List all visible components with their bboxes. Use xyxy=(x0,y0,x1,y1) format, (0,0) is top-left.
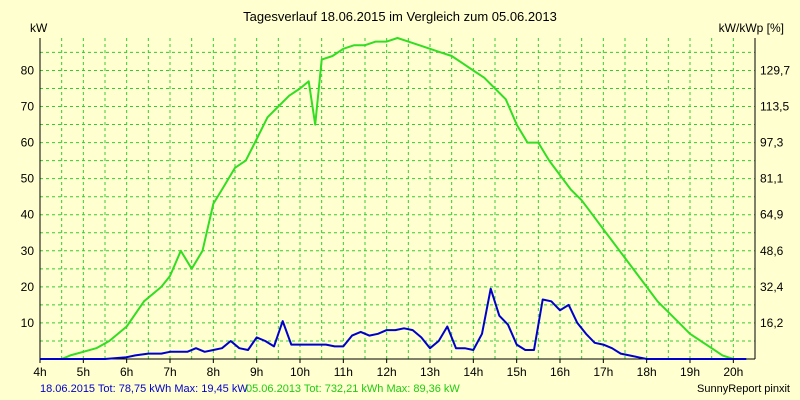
x-tick-label: 12h xyxy=(377,365,397,379)
y-tick-label-left: 80 xyxy=(21,63,35,77)
y-tick-label-right: 97,3 xyxy=(760,136,784,150)
x-tick-label: 5h xyxy=(77,365,90,379)
y-tick-label-left: 70 xyxy=(21,100,35,114)
series-line-05-06-2013 xyxy=(40,37,747,360)
x-tick-label: 18h xyxy=(637,365,657,379)
y-tick-label-right: 113,5 xyxy=(760,100,789,114)
y-tick-label-right: 81,1 xyxy=(760,172,784,186)
legend-entry-2013: 05.06.2013 Tot: 732,21 kWh Max: 89,36 kW xyxy=(246,383,460,395)
y-tick-label-right: 16,2 xyxy=(760,316,784,330)
legend-entry-2015: 18.06.2015 Tot: 78,75 kWh Max: 19,45 kW xyxy=(40,383,248,395)
x-tick-label: 20h xyxy=(723,365,743,379)
x-tick-label: 10h xyxy=(290,365,310,379)
x-tick-label: 7h xyxy=(163,365,176,379)
series-line-18-06-2015 xyxy=(40,287,747,360)
x-tick-label: 9h xyxy=(250,365,263,379)
footer-credit: SunnyReport pinxit xyxy=(697,383,790,395)
y-tick-label-left: 50 xyxy=(21,172,35,186)
y-tick-label-left: 40 xyxy=(21,208,35,222)
y-tick-label-left: 60 xyxy=(21,136,35,150)
x-tick-label: 6h xyxy=(120,365,133,379)
y-axis-label-right: kW/kWp [%] xyxy=(719,21,784,35)
y-tick-label-right: 64,9 xyxy=(760,208,784,222)
chart-title: Tagesverlauf 18.06.2015 im Vergleich zum… xyxy=(243,9,557,24)
x-tick-label: 19h xyxy=(680,365,700,379)
x-tick-label: 17h xyxy=(593,365,613,379)
x-tick-label: 13h xyxy=(420,365,440,379)
y-tick-label-left: 30 xyxy=(21,244,35,258)
y-tick-label-right: 32,4 xyxy=(760,280,784,294)
x-tick-label: 14h xyxy=(463,365,483,379)
x-tick-label: 4h xyxy=(33,365,46,379)
x-tick-label: 15h xyxy=(507,365,527,379)
y-tick-label-left: 20 xyxy=(21,280,35,294)
y-tick-label-right: 48,6 xyxy=(760,244,784,258)
x-tick-label: 8h xyxy=(207,365,220,379)
y-axis-label-left: kW xyxy=(30,21,48,35)
x-tick-label: 11h xyxy=(334,365,353,379)
x-tick-label: 16h xyxy=(550,365,570,379)
y-tick-label-right: 129,7 xyxy=(760,63,790,77)
y-tick-label-left: 10 xyxy=(21,316,35,330)
